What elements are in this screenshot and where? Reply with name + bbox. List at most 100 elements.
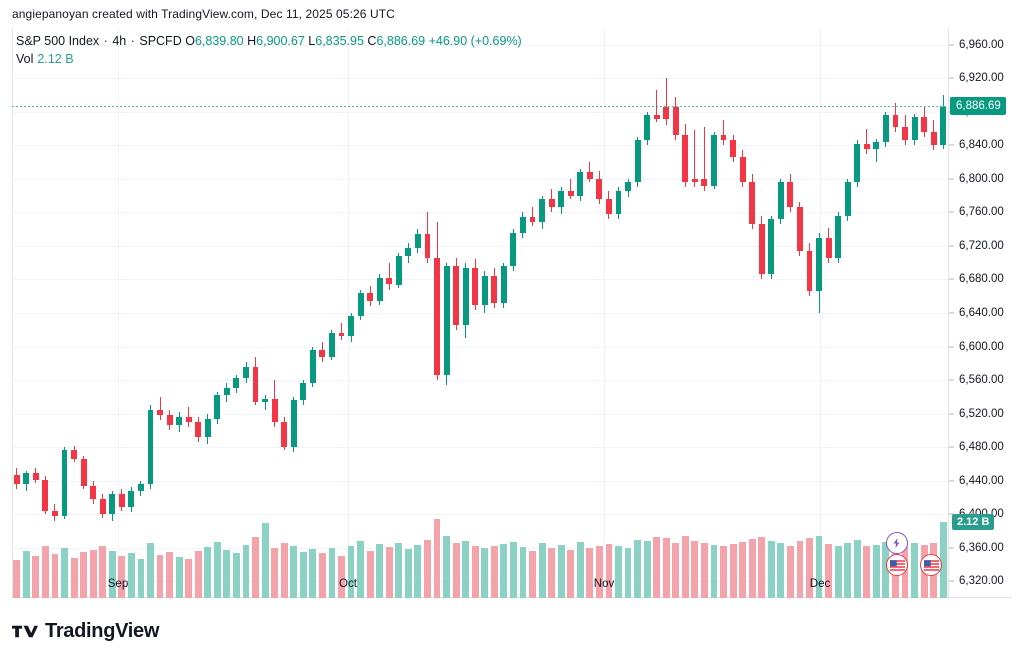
price-tick-mark	[949, 144, 954, 146]
current-price-line	[12, 106, 948, 108]
candle-body	[42, 479, 49, 511]
candle-wick	[665, 78, 667, 126]
volume-bar	[939, 521, 947, 598]
candle-body	[577, 172, 584, 196]
volume-bar	[634, 539, 642, 598]
candle-body	[13, 474, 20, 484]
price-tick-label: 6,800.00	[959, 172, 1004, 185]
volume-bar	[834, 545, 842, 598]
footer-branding: TradingView	[12, 620, 159, 643]
candle-body	[71, 450, 78, 459]
candle-body	[109, 494, 116, 515]
candle-body	[23, 473, 30, 484]
chart-plot-area[interactable]	[12, 28, 948, 598]
volume-bar	[767, 541, 775, 598]
candle-body	[548, 199, 555, 208]
volume-bar	[204, 547, 212, 598]
price-tick-mark	[949, 211, 954, 213]
volume-bar	[404, 549, 412, 598]
volume-bar	[748, 539, 756, 598]
volume-bar	[99, 545, 107, 598]
time-gridline	[604, 28, 605, 598]
candle-wick	[570, 178, 572, 199]
volume-bar	[194, 551, 202, 598]
legend-interval[interactable]: 4h	[112, 34, 127, 48]
price-tick-mark	[949, 278, 954, 280]
volume-bar	[815, 535, 823, 598]
volume-bar	[385, 547, 393, 598]
candle-body	[223, 388, 230, 396]
price-axis[interactable]: 6,960.006,920.006,880.006,840.006,800.00…	[948, 28, 1024, 598]
volume-bar	[108, 551, 116, 598]
legend-sep-1: ·	[103, 34, 108, 48]
price-tick-mark	[949, 312, 954, 314]
volume-bar	[691, 540, 699, 598]
price-gridline	[12, 346, 948, 348]
volume-bar	[786, 545, 794, 598]
price-gridline	[12, 514, 948, 516]
candle-body	[271, 398, 278, 422]
candle-wick	[875, 138, 877, 163]
time-gridline	[348, 28, 349, 598]
volume-bar	[509, 542, 517, 598]
candle-wick	[341, 323, 342, 340]
volume-bar	[443, 535, 450, 598]
candle-body	[634, 140, 641, 183]
candle-body	[137, 484, 144, 491]
candle-body	[615, 190, 622, 215]
us-flag-icon[interactable]	[886, 554, 908, 576]
volume-bar	[481, 548, 489, 598]
volume-bar	[519, 547, 527, 598]
time-gridline	[820, 28, 821, 598]
legend-volume-label: Vol	[16, 52, 34, 66]
price-gridline	[12, 145, 948, 147]
candle-body	[80, 458, 87, 486]
candle-body	[262, 398, 269, 402]
price-gridline	[12, 212, 948, 214]
volume-bar	[701, 543, 708, 598]
candle-body	[395, 256, 402, 285]
time-axis[interactable]: Sep Oct Nov Dec	[12, 570, 1012, 598]
volume-bar	[557, 544, 565, 598]
volume-bar	[118, 555, 126, 598]
legend-symbol[interactable]: S&P 500 Index	[16, 34, 100, 48]
volume-bar	[882, 541, 890, 598]
legend-volume-value: 2.12 B	[37, 52, 74, 66]
volume-bar	[500, 544, 508, 598]
price-tick-mark	[949, 547, 954, 549]
volume-bar	[777, 543, 785, 598]
volume-bar	[127, 553, 135, 598]
volume-bar	[452, 543, 460, 598]
candle-body	[414, 234, 421, 248]
price-tick-label: 6,520.00	[959, 407, 1004, 420]
candle-body	[787, 182, 794, 208]
volume-bar	[70, 557, 78, 598]
volume-bar	[328, 547, 336, 598]
us-flag-icon-secondary[interactable]	[920, 554, 942, 576]
candle-body	[367, 292, 374, 302]
time-gridline	[118, 28, 119, 598]
candle-body	[863, 143, 870, 149]
volume-bar	[662, 538, 670, 598]
volume-bar	[672, 542, 680, 598]
price-tick-mark	[949, 178, 954, 180]
candle-body	[157, 410, 163, 416]
volume-bar	[51, 554, 59, 598]
lightning-bolt-icon[interactable]	[886, 532, 908, 554]
price-gridline	[12, 78, 948, 80]
volume-bar	[61, 548, 68, 598]
candle-wick	[866, 128, 868, 154]
candle-body	[118, 494, 125, 508]
candle-body	[99, 499, 106, 515]
candle-body	[902, 126, 908, 141]
volume-bar	[347, 545, 355, 598]
volume-bar	[290, 546, 298, 598]
volume-value-badge[interactable]: 2.12 B	[952, 513, 995, 530]
candle-wick	[694, 130, 696, 188]
current-price-badge[interactable]: 6,886.69	[950, 97, 1006, 116]
candle-body	[52, 510, 58, 516]
candle-body	[500, 266, 507, 303]
candle-body	[835, 215, 842, 258]
volume-bar	[529, 551, 536, 598]
price-gridline	[12, 413, 948, 415]
